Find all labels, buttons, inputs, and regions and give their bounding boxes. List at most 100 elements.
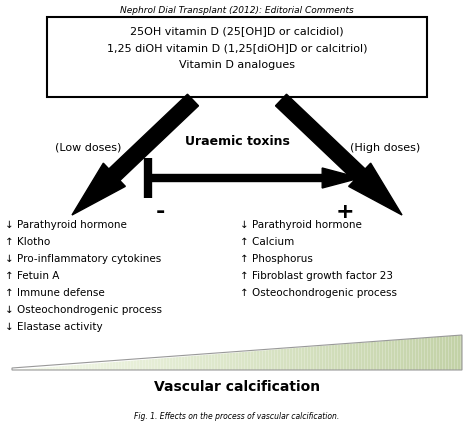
Polygon shape xyxy=(19,369,21,370)
Text: ↓ Parathyroid hormone: ↓ Parathyroid hormone xyxy=(240,220,362,230)
Polygon shape xyxy=(202,355,204,370)
Polygon shape xyxy=(66,366,67,370)
Polygon shape xyxy=(71,366,72,370)
Polygon shape xyxy=(150,359,152,370)
Polygon shape xyxy=(90,364,91,370)
Polygon shape xyxy=(258,351,259,370)
Polygon shape xyxy=(204,355,206,370)
Text: ↑ Osteochondrogenic process: ↑ Osteochondrogenic process xyxy=(240,288,397,298)
Polygon shape xyxy=(179,357,180,370)
Polygon shape xyxy=(310,347,312,370)
Polygon shape xyxy=(139,360,141,370)
Polygon shape xyxy=(254,351,255,370)
Polygon shape xyxy=(63,366,64,370)
Polygon shape xyxy=(412,339,414,370)
Polygon shape xyxy=(374,342,375,370)
Polygon shape xyxy=(405,339,407,370)
Polygon shape xyxy=(290,348,291,370)
Polygon shape xyxy=(146,360,147,370)
Polygon shape xyxy=(419,338,420,370)
Polygon shape xyxy=(394,340,396,370)
Polygon shape xyxy=(288,348,290,370)
Polygon shape xyxy=(195,356,197,370)
Polygon shape xyxy=(282,349,283,370)
Polygon shape xyxy=(306,347,308,370)
Polygon shape xyxy=(369,342,371,370)
Polygon shape xyxy=(33,368,35,370)
Polygon shape xyxy=(236,353,237,370)
Polygon shape xyxy=(134,360,135,370)
Polygon shape xyxy=(62,366,63,370)
Polygon shape xyxy=(339,345,340,370)
Polygon shape xyxy=(105,363,107,370)
Polygon shape xyxy=(414,339,416,370)
Polygon shape xyxy=(170,358,171,370)
Polygon shape xyxy=(100,363,102,370)
Polygon shape xyxy=(30,369,31,370)
Polygon shape xyxy=(219,354,220,370)
Polygon shape xyxy=(349,344,351,370)
Polygon shape xyxy=(321,346,322,370)
Polygon shape xyxy=(237,352,238,370)
Polygon shape xyxy=(453,336,455,370)
Polygon shape xyxy=(183,357,184,370)
Polygon shape xyxy=(87,364,89,370)
Polygon shape xyxy=(255,351,256,370)
Polygon shape xyxy=(111,362,112,370)
Polygon shape xyxy=(37,368,39,370)
Polygon shape xyxy=(42,368,44,370)
Polygon shape xyxy=(72,94,199,215)
Polygon shape xyxy=(273,350,274,370)
Polygon shape xyxy=(335,345,336,370)
Polygon shape xyxy=(360,343,362,370)
Polygon shape xyxy=(225,354,227,370)
Polygon shape xyxy=(317,346,318,370)
Polygon shape xyxy=(162,358,164,370)
Polygon shape xyxy=(348,344,349,370)
Polygon shape xyxy=(272,350,273,370)
Polygon shape xyxy=(392,340,393,370)
Polygon shape xyxy=(432,337,434,370)
Polygon shape xyxy=(292,348,294,370)
Polygon shape xyxy=(241,352,243,370)
Polygon shape xyxy=(274,350,276,370)
Polygon shape xyxy=(55,366,57,370)
Polygon shape xyxy=(215,354,216,370)
Polygon shape xyxy=(444,336,446,370)
Polygon shape xyxy=(371,342,372,370)
Polygon shape xyxy=(245,352,246,370)
Text: 1,25 diOH vitamin D (1,25[diOH]D or calcitriol): 1,25 diOH vitamin D (1,25[diOH]D or calc… xyxy=(107,43,367,53)
Polygon shape xyxy=(354,343,356,370)
Polygon shape xyxy=(155,359,156,370)
Polygon shape xyxy=(213,354,215,370)
Polygon shape xyxy=(73,365,75,370)
Polygon shape xyxy=(180,357,182,370)
Polygon shape xyxy=(340,345,342,370)
Text: ↑ Phosphorus: ↑ Phosphorus xyxy=(240,254,313,264)
Polygon shape xyxy=(24,369,26,370)
Polygon shape xyxy=(342,344,344,370)
Polygon shape xyxy=(345,344,346,370)
Polygon shape xyxy=(49,367,51,370)
Polygon shape xyxy=(153,359,155,370)
Polygon shape xyxy=(85,364,87,370)
Polygon shape xyxy=(313,346,315,370)
Polygon shape xyxy=(130,361,132,370)
Polygon shape xyxy=(385,341,387,370)
Polygon shape xyxy=(99,363,100,370)
Polygon shape xyxy=(441,336,443,370)
Polygon shape xyxy=(326,345,327,370)
Polygon shape xyxy=(452,336,453,370)
Polygon shape xyxy=(434,337,435,370)
Polygon shape xyxy=(459,335,461,370)
Polygon shape xyxy=(98,363,99,370)
Polygon shape xyxy=(39,368,40,370)
Polygon shape xyxy=(402,339,403,370)
Polygon shape xyxy=(362,343,363,370)
Polygon shape xyxy=(144,360,146,370)
Polygon shape xyxy=(148,359,150,370)
Polygon shape xyxy=(57,366,58,370)
Polygon shape xyxy=(210,354,211,370)
Polygon shape xyxy=(118,362,120,370)
Polygon shape xyxy=(233,353,234,370)
